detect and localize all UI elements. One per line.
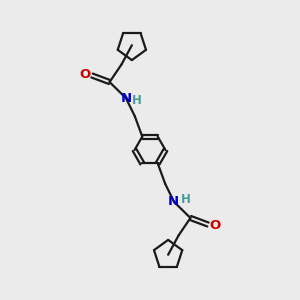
Text: N: N <box>168 195 179 208</box>
Text: O: O <box>80 68 91 80</box>
Text: H: H <box>132 94 142 107</box>
Text: N: N <box>121 92 132 105</box>
Text: H: H <box>180 193 190 206</box>
Text: O: O <box>209 220 220 232</box>
